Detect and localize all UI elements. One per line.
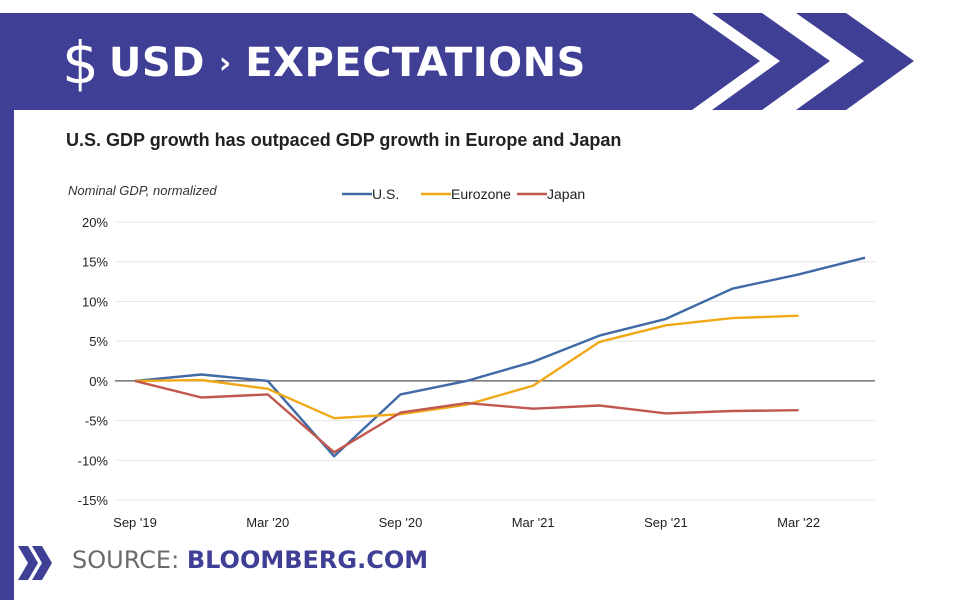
source-label: SOURCE: xyxy=(72,546,180,574)
legend-label: U.S. xyxy=(372,186,399,202)
banner-title: $ USD › EXPECTATIONS xyxy=(62,33,586,93)
y-tick-label: -5% xyxy=(85,414,109,429)
x-tick-label: Mar '20 xyxy=(246,515,289,530)
x-tick-label: Mar '22 xyxy=(777,515,820,530)
chevron-icon xyxy=(18,546,52,580)
y-axis-ticks: 20% 15% 10% 5% 0% -5% -10% -15% xyxy=(78,215,109,508)
y-tick-label: -10% xyxy=(78,453,109,468)
legend-label: Japan xyxy=(547,186,585,202)
x-tick-label: Sep '19 xyxy=(113,515,157,530)
y-tick-label: -15% xyxy=(78,493,109,508)
x-tick-label: Sep '20 xyxy=(379,515,423,530)
series-line-eurozone xyxy=(134,314,799,420)
source-link[interactable]: BLOOMBERG.COM xyxy=(186,546,429,574)
y-tick-label: 0% xyxy=(89,374,108,389)
chart-series xyxy=(134,256,866,458)
legend-label: Eurozone xyxy=(451,186,511,202)
y-tick-label: 20% xyxy=(82,215,108,230)
banner-shape xyxy=(0,13,914,110)
banner-topic: EXPECTATIONS xyxy=(245,40,586,86)
source-line: SOURCE: BLOOMBERG.COM xyxy=(72,546,428,574)
chart-legend: U.S. Eurozone Japan xyxy=(342,186,585,202)
y-tick-label: 5% xyxy=(89,334,108,349)
dollar-icon: $ xyxy=(62,29,99,97)
y-tick-label: 10% xyxy=(82,294,108,309)
x-axis-ticks: Sep '19 Mar '20 Sep '20 Mar '21 Sep '21 Mar '… xyxy=(113,515,820,530)
y-axis-label: Nominal GDP, normalized xyxy=(68,183,217,198)
x-tick-label: Mar '21 xyxy=(512,515,555,530)
series-line-us xyxy=(134,256,866,458)
banner-currency: USD xyxy=(108,40,205,86)
header-banner: $ USD › EXPECTATIONS xyxy=(0,13,954,110)
y-tick-label: 15% xyxy=(82,255,108,270)
chart-title: U.S. GDP growth has outpaced GDP growth … xyxy=(66,130,622,150)
chevron-right-icon: › xyxy=(218,45,232,81)
chart-grid xyxy=(115,221,875,501)
series-line-japan xyxy=(134,379,799,454)
x-tick-label: Sep '21 xyxy=(644,515,688,530)
left-accent-bar xyxy=(0,108,14,600)
